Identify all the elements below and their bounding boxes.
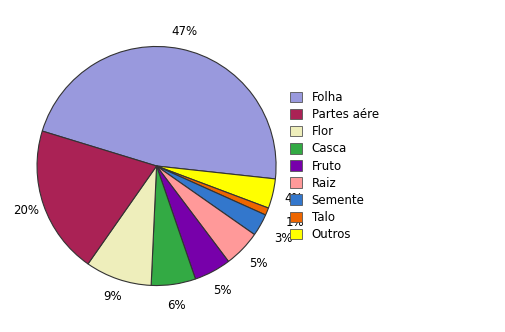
Text: 9%: 9% [103, 290, 122, 302]
Legend: Folha, Partes aére, Flor, Casca, Fruto, Raiz, Semente, Talo, Outros: Folha, Partes aére, Flor, Casca, Fruto, … [288, 89, 381, 243]
Text: 3%: 3% [274, 231, 292, 245]
Text: 5%: 5% [249, 258, 267, 271]
Wedge shape [157, 166, 255, 262]
Text: 6%: 6% [167, 299, 186, 312]
Text: 4%: 4% [284, 192, 303, 205]
Wedge shape [37, 131, 157, 264]
Wedge shape [157, 166, 266, 234]
Wedge shape [151, 166, 195, 286]
Wedge shape [88, 166, 157, 286]
Wedge shape [157, 166, 269, 215]
Text: 5%: 5% [214, 284, 232, 297]
Text: 47%: 47% [171, 25, 197, 38]
Wedge shape [42, 46, 276, 179]
Wedge shape [157, 166, 228, 279]
Wedge shape [157, 166, 275, 208]
Text: 1%: 1% [285, 216, 304, 229]
Text: 20%: 20% [14, 204, 39, 217]
